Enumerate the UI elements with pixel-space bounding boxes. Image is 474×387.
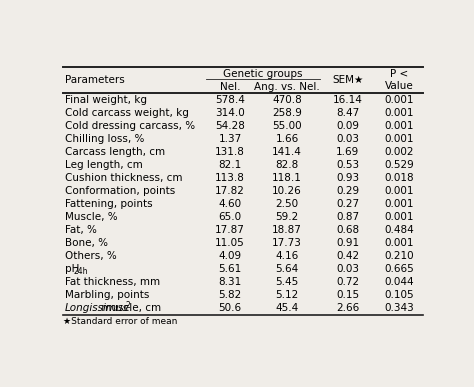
Text: 0.001: 0.001 [384,212,414,222]
Text: 16.14: 16.14 [333,96,363,105]
Text: 65.0: 65.0 [219,212,242,222]
Text: Genetic groups: Genetic groups [223,69,303,79]
Text: 82.1: 82.1 [219,160,242,170]
Text: 0.002: 0.002 [384,147,414,158]
Text: 8.31: 8.31 [219,277,242,287]
Text: 8.47: 8.47 [336,108,359,118]
Text: 0.09: 0.09 [336,122,359,132]
Text: 0.665: 0.665 [384,264,414,274]
Text: 0.72: 0.72 [336,277,359,287]
Text: Cold carcass weight, kg: Cold carcass weight, kg [65,108,189,118]
Text: Final weight, kg: Final weight, kg [65,96,147,105]
Text: 17.82: 17.82 [215,187,245,196]
Text: Bone, %: Bone, % [65,238,108,248]
Text: Cushion thickness, cm: Cushion thickness, cm [65,173,182,183]
Text: 0.001: 0.001 [384,238,414,248]
Text: 5.45: 5.45 [275,277,299,287]
Text: Others, %: Others, % [65,251,117,261]
Text: Fattening, points: Fattening, points [65,199,152,209]
Text: Carcass length, cm: Carcass length, cm [65,147,165,158]
Text: 0.001: 0.001 [384,108,414,118]
Text: 0.529: 0.529 [384,160,414,170]
Text: 5.82: 5.82 [219,290,242,300]
Text: 0.03: 0.03 [336,264,359,274]
Text: 0.105: 0.105 [384,290,414,300]
Text: 10.26: 10.26 [272,187,302,196]
Text: 113.8: 113.8 [215,173,245,183]
Text: 5.61: 5.61 [219,264,242,274]
Text: 11.05: 11.05 [215,238,245,248]
Text: 0.001: 0.001 [384,187,414,196]
Text: 0.03: 0.03 [336,134,359,144]
Text: 82.8: 82.8 [275,160,299,170]
Text: Ang. vs. Nel.: Ang. vs. Nel. [254,82,320,92]
Text: 0.29: 0.29 [336,187,359,196]
Text: 0.210: 0.210 [384,251,414,261]
Text: 0.001: 0.001 [384,122,414,132]
Text: 258.9: 258.9 [272,108,302,118]
Text: Parameters: Parameters [65,75,125,85]
Text: 55.00: 55.00 [272,122,302,132]
Text: 1.37: 1.37 [219,134,242,144]
Text: 2.50: 2.50 [275,199,299,209]
Text: 131.8: 131.8 [215,147,245,158]
Text: 4.16: 4.16 [275,251,299,261]
Text: Conformation, points: Conformation, points [65,187,175,196]
Text: 17.73: 17.73 [272,238,302,248]
Text: 0.343: 0.343 [384,303,414,313]
Text: 4.09: 4.09 [219,251,242,261]
Text: Value: Value [385,81,413,91]
Text: 0.27: 0.27 [336,199,359,209]
Text: 0.91: 0.91 [336,238,359,248]
Text: 118.1: 118.1 [272,173,302,183]
Text: Chilling loss, %: Chilling loss, % [65,134,144,144]
Text: 4.60: 4.60 [219,199,242,209]
Text: Nel.: Nel. [220,82,240,92]
Text: 45.4: 45.4 [275,303,299,313]
Text: 0.93: 0.93 [336,173,359,183]
Text: pH: pH [65,264,79,274]
Text: 141.4: 141.4 [272,147,302,158]
Text: 17.87: 17.87 [215,225,245,235]
Text: 5.64: 5.64 [275,264,299,274]
Text: Fat thickness, mm: Fat thickness, mm [65,277,160,287]
Text: 50.6: 50.6 [219,303,242,313]
Text: 0.018: 0.018 [384,173,414,183]
Text: 0.001: 0.001 [384,199,414,209]
Text: 0.87: 0.87 [336,212,359,222]
Text: Leg length, cm: Leg length, cm [65,160,143,170]
Text: ★Standard error of mean: ★Standard error of mean [63,317,177,326]
Text: 0.68: 0.68 [336,225,359,235]
Text: 0.42: 0.42 [336,251,359,261]
Text: 470.8: 470.8 [272,96,302,105]
Text: SEM★: SEM★ [332,75,363,85]
Text: 0.001: 0.001 [384,96,414,105]
Text: 1.66: 1.66 [275,134,299,144]
Text: 54.28: 54.28 [215,122,245,132]
Text: P <: P < [390,69,408,79]
Text: 0.15: 0.15 [336,290,359,300]
Text: 0.001: 0.001 [384,134,414,144]
Text: Muscle, %: Muscle, % [65,212,118,222]
Text: 18.87: 18.87 [272,225,302,235]
Text: muscle, cm: muscle, cm [98,303,161,313]
Text: 24h: 24h [73,267,88,276]
Text: 0.53: 0.53 [336,160,359,170]
Text: 314.0: 314.0 [215,108,245,118]
Text: 1.69: 1.69 [336,147,359,158]
Text: 0.484: 0.484 [384,225,414,235]
Text: 2.66: 2.66 [336,303,359,313]
Text: Longissimus: Longissimus [65,303,129,313]
Text: 0.044: 0.044 [384,277,414,287]
Text: 578.4: 578.4 [215,96,245,105]
Text: Cold dressing carcass, %: Cold dressing carcass, % [65,122,195,132]
Text: 5.12: 5.12 [275,290,299,300]
Text: 2: 2 [125,301,130,310]
Text: 59.2: 59.2 [275,212,299,222]
Text: Marbling, points: Marbling, points [65,290,149,300]
Text: Fat, %: Fat, % [65,225,97,235]
